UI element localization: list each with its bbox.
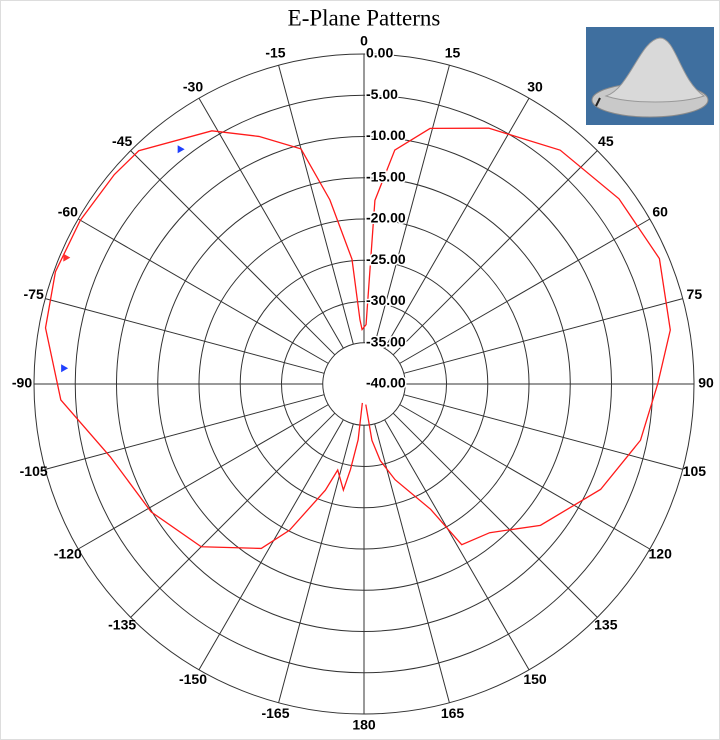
plot [44,127,671,550]
grid-spoke [399,218,651,364]
grid-spoke [45,298,325,374]
angle-tick-label: -60 [58,204,78,220]
angle-tick-label: -150 [179,671,207,687]
angle-tick-label: 90 [698,375,714,391]
grid-ring [239,259,489,509]
angle-tick-label: 45 [598,133,614,149]
grid-spoke [374,65,450,345]
grid [33,53,695,715]
angle-tick-label: 0 [360,33,368,49]
antenna-cable [595,97,601,107]
grid-spoke [278,65,354,345]
grid-spoke [198,419,344,671]
pattern-line [44,127,671,550]
grid-ring [33,53,695,715]
angle-tick-label: -105 [20,463,48,479]
grid-spoke [77,218,329,364]
angle-tick-label: -165 [261,705,289,721]
grid-spoke [403,298,683,374]
grid-spoke [130,150,336,356]
grid-spoke [77,404,329,550]
angle-tick-label: 135 [594,617,618,633]
angle-tick-label: 180 [352,717,376,733]
angle-tick-label: 120 [649,546,673,562]
angle-tick-label: -135 [108,617,136,633]
grid-ring [116,136,612,632]
grid-ring [198,218,530,550]
antenna-body [604,37,706,103]
grid-spoke [130,412,336,618]
marker [177,145,185,154]
radial-tick-label: -35.00 [366,333,406,349]
angle-tick-label: -75 [24,286,44,302]
radial-tick-label: -10.00 [366,127,406,143]
marker [61,364,69,373]
grid-spoke [198,97,344,349]
grid-spoke [45,394,325,470]
grid-spoke [403,394,683,470]
angle-tick-label: 105 [683,463,707,479]
angle-tick-label: 75 [687,286,703,302]
angle-tick-label: 165 [441,705,465,721]
angle-tick-label: -120 [54,546,82,562]
angle-tick-label: -45 [112,133,132,149]
grid-ring [281,301,447,467]
grid-spoke [384,419,530,671]
grid-ring [74,94,654,674]
angle-tick-label: -30 [183,79,203,95]
radial-tick-label: -15.00 [366,168,406,184]
antenna-image [586,27,714,125]
grid-spoke [384,97,530,349]
marker [63,253,71,262]
grid-ring [322,342,406,426]
chart-title: E-Plane Patterns [288,5,441,30]
angle-tick-label: 60 [652,204,668,220]
grid-spoke [392,412,598,618]
radial-tick-label: -5.00 [366,86,398,102]
angle-tick-label: -15 [265,44,285,60]
angle-tick-label: 30 [527,79,543,95]
grid-spoke [392,150,598,356]
grid-spoke [278,423,354,703]
radial-tick-label: 0.00 [366,45,393,61]
angle-tick-label: -90 [12,375,32,391]
angle-tick-label: 150 [523,671,547,687]
grid-spoke [399,404,651,550]
radial-tick-label: -40.00 [366,375,406,391]
radial-tick-label: -20.00 [366,210,406,226]
grid-ring [157,177,571,591]
angle-tick-label: 15 [445,44,461,60]
radial-tick-label: -30.00 [366,292,406,308]
labels: -165-150-135-120-105-90-75-60-45-30-1501… [12,33,714,733]
radial-tick-label: -25.00 [366,251,406,267]
